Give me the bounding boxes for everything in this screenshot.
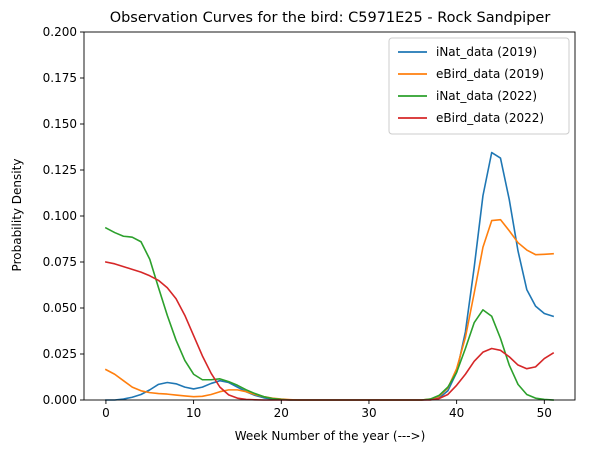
y-axis: 0.000 0.025 0.050 0.075 0.100 0.125 0.150 0.175… [43, 25, 84, 407]
legend: iNat_data (2019) eBird_data (2019) iNat_da… [388, 37, 570, 135]
legend-label: iNat_data (2019) [436, 45, 537, 59]
y-tick-label: 0.000 [43, 393, 77, 407]
x-tick-label: 0 [102, 406, 110, 420]
legend-label: iNat_data (2022) [436, 89, 537, 103]
x-tick-label: 40 [449, 406, 464, 420]
x-tick-label: 30 [361, 406, 376, 420]
legend-label: eBird_data (2022) [436, 111, 544, 125]
legend-label: eBird_data (2019) [436, 67, 544, 81]
y-tick-label: 0.175 [43, 71, 77, 85]
x-tick-label: 20 [274, 406, 289, 420]
x-tick-label: 10 [186, 406, 201, 420]
x-tick-label: 50 [537, 406, 552, 420]
legend-box [388, 37, 570, 135]
plot-frame [83, 31, 576, 401]
y-axis-label: Probability Density [10, 159, 24, 272]
chart-title: Observation Curves for the bird: C5971E2… [110, 10, 551, 26]
x-axis: 0 10 20 30 40 50 [102, 400, 552, 420]
y-tick-label: 0.075 [43, 255, 77, 269]
y-tick-label: 0.100 [43, 209, 77, 223]
x-axis-label: Week Number of the year (--->) [235, 429, 426, 443]
y-tick-label: 0.125 [43, 163, 77, 177]
y-tick-label: 0.150 [43, 117, 77, 131]
y-tick-label: 0.200 [43, 25, 77, 39]
y-tick-label: 0.025 [43, 347, 77, 361]
y-tick-label: 0.050 [43, 301, 77, 315]
